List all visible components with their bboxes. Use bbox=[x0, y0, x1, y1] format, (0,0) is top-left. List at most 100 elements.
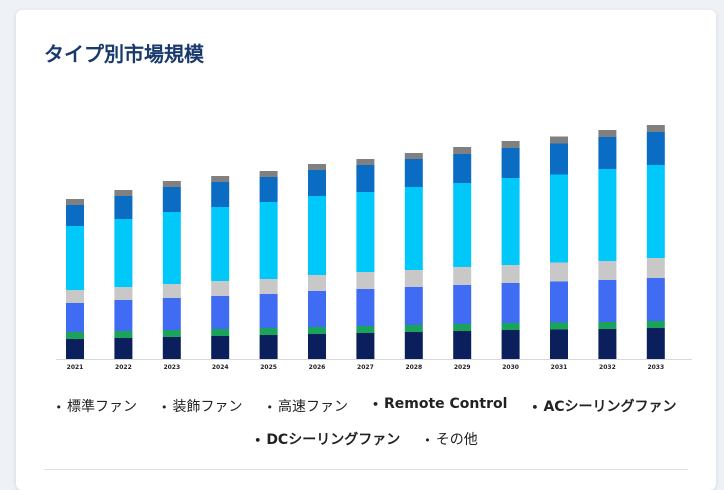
bar-segment bbox=[211, 176, 230, 182]
bar-segment bbox=[598, 322, 617, 329]
x-tick-label: 2031 bbox=[551, 364, 568, 371]
bar-segment bbox=[162, 181, 181, 187]
bar-segment bbox=[66, 226, 84, 290]
bar-segment bbox=[453, 147, 472, 154]
bar-segment bbox=[259, 335, 278, 359]
bar-segment bbox=[646, 165, 665, 258]
legend-bullet-icon: • bbox=[531, 400, 539, 414]
bar-segment bbox=[162, 330, 181, 337]
legend-label: 装飾ファン bbox=[172, 399, 243, 415]
bar-segment bbox=[404, 325, 423, 332]
bar-segment bbox=[114, 338, 133, 359]
legend-bullet-icon: • bbox=[160, 400, 168, 414]
bar-segment bbox=[162, 212, 181, 284]
bar-segment bbox=[162, 337, 181, 359]
bar-segment bbox=[114, 331, 133, 338]
bar-segment bbox=[114, 190, 133, 196]
bar-segment bbox=[646, 132, 665, 165]
bar-segment bbox=[356, 192, 375, 272]
bar-segment bbox=[646, 328, 665, 359]
bar-segment bbox=[550, 281, 568, 323]
bar-segment bbox=[501, 141, 520, 148]
x-tick-label: 2026 bbox=[309, 364, 326, 371]
bar-segment bbox=[259, 202, 278, 279]
bar-segment bbox=[259, 171, 278, 177]
legend-bullet-icon: • bbox=[254, 433, 262, 447]
bar-segment bbox=[66, 339, 84, 359]
legend-bullet-icon: • bbox=[55, 400, 62, 414]
bar-segment bbox=[550, 143, 568, 175]
bar-segment bbox=[308, 327, 326, 334]
chart-card: タイプ別市場規模 2021 2022 2023 2024 2025 2026 2027 202… bbox=[16, 10, 716, 490]
bar-segment bbox=[259, 177, 278, 202]
bar-segment bbox=[211, 207, 230, 281]
bar-segment bbox=[453, 324, 472, 331]
x-tick-label: 2021 bbox=[67, 364, 84, 371]
chart-title: タイプ別市場規模 bbox=[44, 42, 204, 66]
bar-segment bbox=[308, 334, 326, 359]
bar-segment bbox=[356, 159, 375, 165]
legend-bullet-icon: • bbox=[266, 400, 273, 414]
bar-segment bbox=[162, 187, 181, 212]
bar-segment bbox=[356, 326, 375, 333]
bar-segment bbox=[308, 196, 326, 275]
bar-segment bbox=[404, 332, 423, 359]
bar-segment bbox=[308, 170, 326, 196]
x-tick-label: 2024 bbox=[212, 364, 229, 371]
legend-item: • 標準ファン bbox=[55, 396, 137, 416]
bar-segment bbox=[211, 182, 230, 207]
legend-label: その他 bbox=[435, 432, 478, 448]
bar-segment bbox=[211, 281, 230, 296]
bar-segment bbox=[550, 136, 568, 144]
bar-segment bbox=[598, 280, 617, 322]
legend-label: ACシーリングファン bbox=[543, 399, 677, 415]
legend-label: 高速ファン bbox=[277, 399, 348, 415]
bar-segment bbox=[404, 287, 423, 325]
x-tick-label: 2030 bbox=[502, 364, 519, 371]
legend-item: • DCシーリングファン bbox=[254, 429, 400, 449]
legend-item: • その他 bbox=[424, 429, 478, 449]
bar-segment bbox=[646, 125, 665, 132]
bar-segment bbox=[211, 336, 230, 359]
bar-segment bbox=[259, 294, 278, 328]
bar-segment bbox=[259, 279, 278, 294]
stacked-bar-chart: 2021 2022 2023 2024 2025 2026 2027 2028 2029 2030… bbox=[56, 125, 692, 371]
x-tick-label: 2029 bbox=[454, 364, 471, 371]
bar-segment bbox=[404, 270, 423, 287]
legend-bullet-icon: • bbox=[424, 433, 431, 447]
x-tick-label: 2028 bbox=[405, 364, 422, 371]
bar-segment bbox=[66, 205, 84, 226]
bar-segment bbox=[501, 148, 520, 178]
bar-segment bbox=[501, 178, 520, 265]
bar-segment bbox=[356, 165, 375, 192]
bar-segment bbox=[404, 153, 423, 159]
bar-segment bbox=[501, 330, 520, 359]
legend-label: 標準ファン bbox=[66, 399, 137, 415]
legend-bullet-icon: • bbox=[371, 397, 379, 411]
legend-row-2: • DCシーリングファン • その他 bbox=[16, 429, 716, 449]
bar-segment bbox=[598, 137, 617, 169]
legend-item: • 高速ファン bbox=[266, 396, 348, 416]
x-tick-label: 2022 bbox=[115, 364, 132, 371]
bar-segment bbox=[646, 258, 665, 278]
bar-segment bbox=[550, 329, 568, 359]
divider bbox=[44, 469, 688, 470]
bar-segment bbox=[211, 329, 230, 336]
legend-label: Remote Control bbox=[383, 396, 508, 412]
bar-segment bbox=[453, 267, 472, 285]
bar-segment bbox=[66, 290, 84, 303]
bar-segment bbox=[501, 283, 520, 323]
bar-segment bbox=[66, 332, 84, 339]
bar-segment bbox=[66, 303, 84, 332]
bar-segment bbox=[356, 289, 375, 326]
bar-segment bbox=[114, 287, 133, 300]
bar-segment bbox=[211, 296, 230, 329]
bar-segment bbox=[453, 154, 472, 183]
bar-segment bbox=[66, 199, 84, 205]
bar-segment bbox=[114, 196, 133, 219]
bar-segment bbox=[550, 322, 568, 330]
bar-segment bbox=[308, 275, 326, 291]
bar-segment bbox=[114, 219, 133, 287]
x-tick-label: 2033 bbox=[647, 364, 664, 371]
bar-segment bbox=[646, 321, 665, 328]
